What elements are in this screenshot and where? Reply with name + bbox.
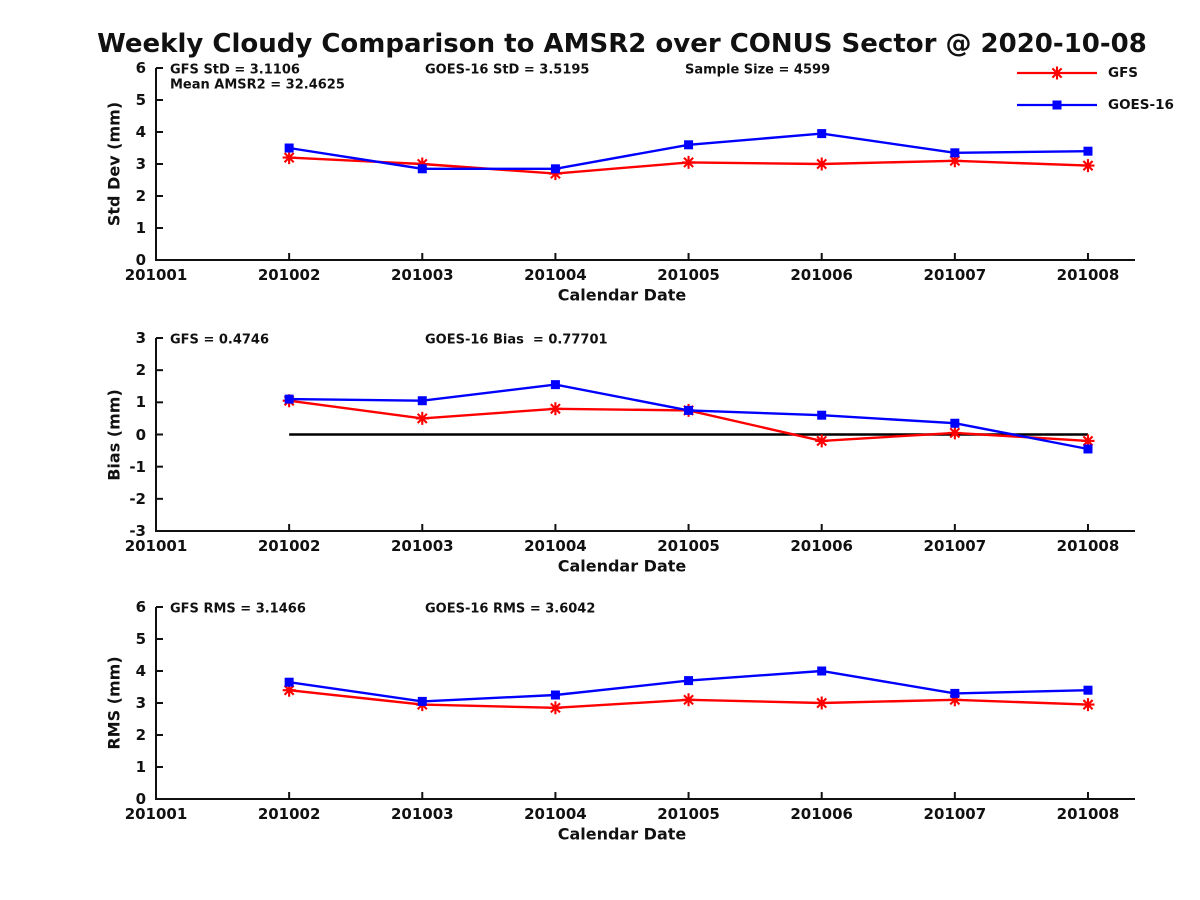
bias-ylabel: Bias (mm) [104,388,124,481]
x-tick-label: 201004 [524,805,587,823]
x-tick-label: 201003 [390,537,454,555]
legend-item-gfs: GFS [1016,57,1174,89]
rms-annotation: GFS RMS = 3.1466 [170,601,306,617]
x-tick-label: 201003 [390,266,454,284]
x-tick-label: 201002 [257,266,321,284]
x-tick-label: 201004 [524,537,587,555]
y-tick-label: 5 [135,91,146,109]
std-dev-ylabel: Std Dev (mm) [104,101,124,227]
y-tick-label: 2 [135,187,146,205]
y-tick-label: 6 [135,598,146,616]
x-tick-label: 201007 [923,805,987,823]
y-tick-label: 4 [135,123,146,141]
y-tick-label: 1 [135,758,146,776]
std-dev-xlabel: Calendar Date [557,285,687,305]
y-tick-label: 3 [135,329,146,347]
std-dev-annotation: GOES-16 StD = 3.5195 [425,62,590,78]
figure-title: Weekly Cloudy Comparison to AMSR2 over C… [97,29,1147,59]
y-tick-label: -3 [129,522,146,540]
y-tick-label: 1 [135,219,146,237]
y-tick-label: 0 [135,425,146,444]
x-tick-label: 201007 [923,537,987,555]
std-dev-annotation: GFS StD = 3.1106 [170,62,300,78]
bias-annotation: GFS = 0.4746 [170,332,270,348]
std-dev-annotation: Mean AMSR2 = 32.4625 [170,77,345,93]
std-dev-annotation: Sample Size = 4599 [685,62,831,78]
square-marker-icon [1017,100,1097,110]
y-tick-label: -1 [129,457,146,476]
legend-item-goes16: GOES-16 [1016,89,1174,121]
y-tick-label: 5 [135,630,146,648]
bias-xlabel: Calendar Date [557,556,687,576]
rms-ylabel: RMS (mm) [104,656,124,750]
bias-annotation: GOES-16 Bias = 0.77701 [425,332,608,348]
x-tick-label: 201002 [257,537,321,555]
x-tick-label: 201004 [524,266,587,284]
x-tick-label: 201006 [790,537,853,555]
x-tick-label: 201008 [1056,537,1120,555]
x-tick-label: 201001 [124,266,188,284]
rms-annotation: GOES-16 RMS = 3.6042 [425,601,596,617]
y-tick-label: 2 [135,726,146,744]
rms-plot [155,606,1135,800]
x-tick-label: 201007 [923,266,987,284]
asterisk-marker-icon [1017,66,1097,80]
y-tick-label: 2 [135,361,146,380]
y-tick-label: 3 [135,155,146,173]
std-dev-plot [155,67,1135,261]
y-tick-label: 6 [135,59,146,77]
y-tick-label: 4 [135,662,146,680]
y-tick-label: 3 [135,694,146,712]
x-tick-label: 201002 [257,805,321,823]
x-tick-label: 201003 [390,805,454,823]
y-tick-label: 0 [135,251,146,269]
bias-plot [155,337,1135,532]
x-tick-label: 201008 [1056,805,1120,823]
y-tick-label: 0 [135,790,146,808]
rms-xlabel: Calendar Date [557,824,687,844]
x-tick-label: 201005 [657,537,720,555]
legend: GFS GOES-16 [1016,57,1174,121]
x-tick-label: 201001 [124,537,188,555]
x-tick-label: 201001 [124,805,188,823]
x-tick-label: 201005 [657,805,720,823]
y-tick-label: -2 [129,489,146,508]
legend-label-goes16: GOES-16 [1108,97,1174,113]
y-tick-label: 1 [135,393,146,412]
x-tick-label: 201005 [657,266,720,284]
x-tick-label: 201006 [790,266,853,284]
x-tick-label: 201006 [790,805,853,823]
x-tick-label: 201008 [1056,266,1120,284]
legend-label-gfs: GFS [1108,65,1139,81]
